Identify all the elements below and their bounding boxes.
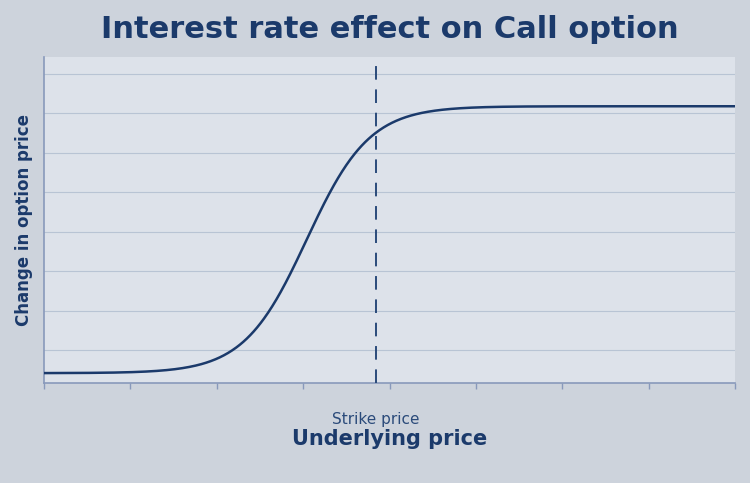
Text: Strike price: Strike price <box>332 412 419 427</box>
X-axis label: Underlying price: Underlying price <box>292 429 488 449</box>
Title: Interest rate effect on Call option: Interest rate effect on Call option <box>100 15 678 44</box>
Y-axis label: Change in option price: Change in option price <box>15 114 33 326</box>
